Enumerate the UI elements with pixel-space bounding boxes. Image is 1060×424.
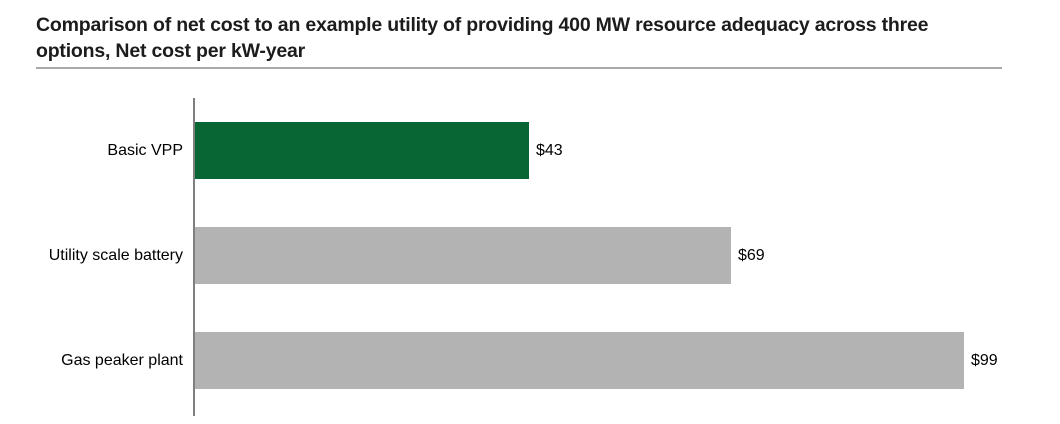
bar-row-utility-scale-battery: Utility scale battery $69 [0, 227, 1060, 284]
chart-title: Comparison of net cost to an example uti… [36, 12, 1016, 64]
chart-title-line1: Comparison of net cost to an example uti… [36, 14, 929, 36]
title-divider-line [36, 67, 1002, 69]
bar-gas-peaker-plant [195, 332, 964, 389]
category-label-basic-vpp: Basic VPP [107, 141, 183, 159]
bar-basic-vpp [195, 122, 529, 179]
category-label-utility-scale-battery: Utility scale battery [48, 246, 183, 264]
bar-utility-scale-battery [195, 227, 731, 284]
category-label-gas-peaker-plant: Gas peaker plant [61, 351, 183, 369]
value-label-utility-scale-battery: $69 [738, 246, 765, 264]
bar-row-gas-peaker-plant: Gas peaker plant $99 [0, 332, 1060, 389]
value-label-basic-vpp: $43 [536, 141, 563, 159]
y-axis-line [193, 98, 195, 416]
chart-title-line2: options, Net cost per kW-year [36, 40, 306, 62]
bar-row-basic-vpp: Basic VPP $43 [0, 122, 1060, 179]
value-label-gas-peaker-plant: $99 [971, 351, 998, 369]
